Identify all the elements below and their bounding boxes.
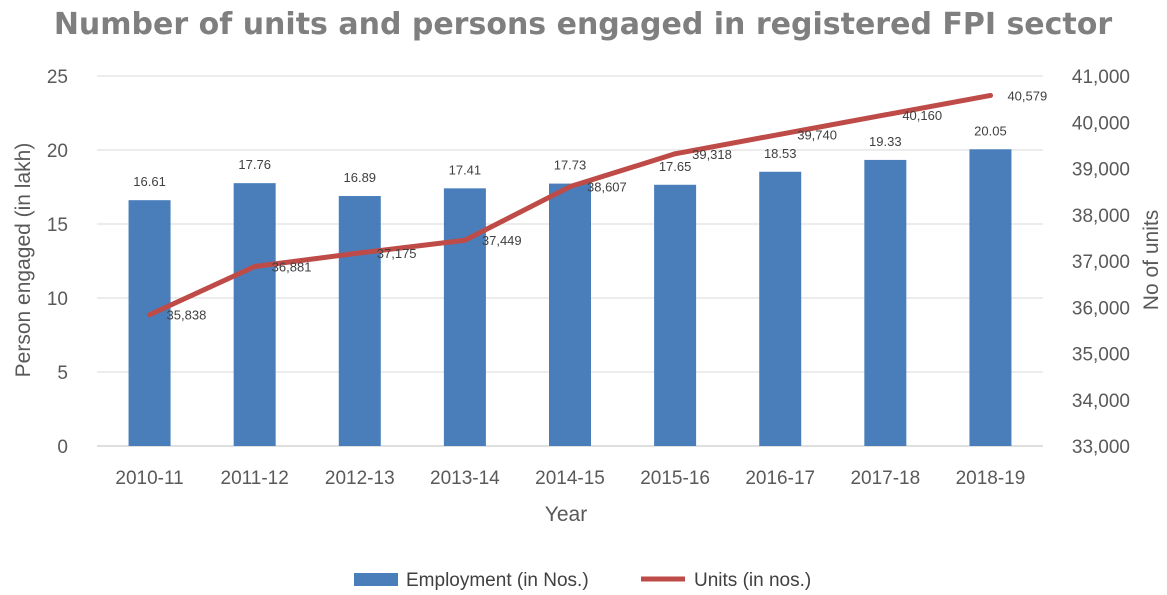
left-tick-label: 5 — [57, 363, 68, 384]
x-tick-label: 2018-19 — [956, 468, 1026, 489]
right-tick-label: 35,000 — [1072, 345, 1130, 366]
right-tick-label: 41,000 — [1072, 67, 1130, 88]
y2-axis-title: No of units — [1140, 210, 1163, 310]
legend-label-employment: Employment (in Nos.) — [406, 570, 589, 591]
bar — [654, 185, 696, 446]
bar-value-label: 20.05 — [974, 123, 1007, 138]
bar-value-label: 17.41 — [449, 162, 482, 177]
x-tick-label: 2015-16 — [640, 468, 710, 489]
right-tick-label: 36,000 — [1072, 298, 1130, 319]
right-tick-label: 39,000 — [1072, 160, 1130, 181]
line-data-labels: 35,838 36,881 37,175 37,449 38,607 39,318 39,7… — [167, 88, 1048, 322]
bar-value-label: 17.65 — [659, 159, 692, 174]
line-point — [357, 250, 362, 255]
bar-value-label: 17.76 — [238, 157, 271, 172]
line-point — [252, 264, 257, 269]
line-value-label: 40,579 — [1007, 88, 1047, 103]
bar-series — [129, 149, 1012, 446]
left-axis-ticks: 0 5 10 15 20 25 — [47, 67, 68, 458]
line-value-label: 39,318 — [692, 147, 732, 162]
line-value-label: 37,449 — [482, 233, 522, 248]
line-point — [883, 112, 888, 117]
line-value-label: 38,607 — [587, 180, 627, 195]
right-tick-label: 40,000 — [1072, 113, 1130, 134]
left-tick-label: 0 — [57, 437, 68, 458]
line-value-label: 37,175 — [377, 246, 417, 261]
bar — [759, 172, 801, 446]
x-tick-label: 2013-14 — [430, 468, 500, 489]
x-tick-label: 2014-15 — [535, 468, 605, 489]
bar-value-label: 17.73 — [554, 158, 587, 173]
chart-title: Number of units and persons engaged in r… — [54, 7, 1113, 42]
bar — [129, 200, 171, 446]
bar — [234, 183, 276, 446]
right-tick-label: 37,000 — [1072, 252, 1130, 273]
line-value-label: 40,160 — [902, 108, 942, 123]
x-axis-ticks: 2010-11 2011-12 2012-13 2013-14 2014-15 2015-… — [115, 468, 1025, 489]
right-tick-label: 34,000 — [1072, 391, 1130, 412]
x-axis-title: Year — [545, 503, 587, 526]
x-tick-label: 2010-11 — [115, 468, 183, 489]
line-point — [778, 132, 783, 137]
line-point — [462, 238, 467, 243]
bar-value-label: 16.89 — [344, 170, 377, 185]
left-tick-label: 25 — [47, 67, 68, 88]
left-tick-label: 20 — [47, 141, 68, 162]
left-tick-label: 10 — [47, 289, 68, 310]
line-point — [988, 93, 993, 98]
x-tick-label: 2011-12 — [221, 468, 289, 489]
legend-swatch-employment — [354, 573, 398, 586]
bar — [444, 188, 486, 446]
x-tick-label: 2017-18 — [850, 468, 920, 489]
right-tick-label: 33,000 — [1072, 437, 1130, 458]
line-point — [147, 312, 152, 317]
bar — [339, 196, 381, 446]
line-value-label: 39,740 — [797, 127, 837, 142]
line-value-label: 35,838 — [167, 308, 207, 323]
x-tick-label: 2012-13 — [325, 468, 395, 489]
legend-label-units: Units (in nos.) — [694, 570, 811, 591]
bar-value-label: 19.33 — [869, 134, 902, 149]
bar — [549, 184, 591, 446]
legend: Employment (in Nos.) Units (in nos.) — [354, 570, 811, 591]
left-tick-label: 15 — [47, 215, 68, 236]
y-axis-title: Person engaged (in lakh) — [12, 143, 35, 378]
line-point — [568, 184, 573, 189]
bar — [864, 160, 906, 446]
bar-value-label: 18.53 — [764, 146, 797, 161]
line-point — [673, 151, 678, 156]
right-tick-label: 38,000 — [1072, 206, 1130, 227]
bar — [969, 149, 1011, 446]
right-axis-ticks: 33,000 34,000 35,000 36,000 37,000 38,000 39,0… — [1072, 67, 1130, 458]
line-value-label: 36,881 — [272, 260, 312, 275]
bar-value-label: 16.61 — [133, 174, 166, 189]
x-tick-label: 2016-17 — [745, 468, 815, 489]
